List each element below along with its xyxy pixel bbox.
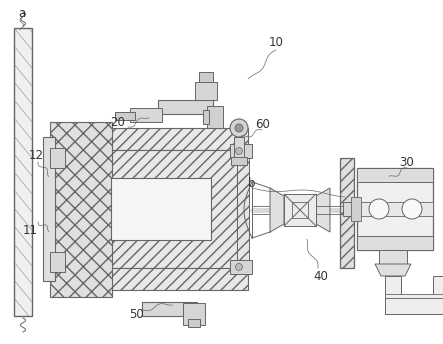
Bar — [357, 168, 433, 250]
Text: 30: 30 — [400, 155, 414, 169]
Text: 60: 60 — [256, 118, 270, 130]
Text: 40: 40 — [314, 269, 328, 282]
Text: a: a — [18, 7, 26, 20]
Bar — [158, 100, 213, 114]
Bar — [351, 197, 361, 221]
Circle shape — [369, 199, 389, 219]
Polygon shape — [375, 264, 411, 276]
Bar — [115, 112, 135, 120]
Bar — [234, 137, 244, 157]
Bar — [130, 108, 162, 122]
Circle shape — [236, 148, 242, 154]
Bar — [357, 236, 433, 250]
Circle shape — [235, 124, 243, 132]
Bar — [183, 303, 205, 325]
Bar — [343, 202, 359, 216]
Bar — [50, 122, 112, 297]
Bar — [357, 168, 433, 182]
Circle shape — [236, 264, 242, 270]
Bar — [14, 28, 32, 316]
Bar — [379, 250, 407, 264]
Bar — [230, 144, 252, 158]
Bar — [231, 157, 247, 165]
Text: 20: 20 — [111, 116, 125, 129]
Polygon shape — [316, 188, 330, 232]
Bar — [100, 128, 248, 150]
Bar — [385, 298, 443, 314]
Bar — [340, 158, 354, 268]
Bar — [142, 302, 197, 316]
Bar — [207, 106, 223, 128]
Bar — [50, 148, 65, 168]
Bar — [195, 82, 217, 100]
Bar — [385, 294, 443, 298]
Bar — [50, 252, 65, 272]
Bar — [100, 268, 248, 290]
Bar — [385, 276, 401, 302]
Bar — [357, 202, 433, 216]
Text: 12: 12 — [28, 149, 43, 161]
Circle shape — [402, 199, 422, 219]
Bar — [111, 178, 211, 240]
Bar — [230, 260, 252, 274]
Bar — [111, 150, 237, 268]
Polygon shape — [270, 188, 284, 232]
Bar — [199, 72, 213, 82]
Text: 10: 10 — [268, 35, 284, 49]
Text: 11: 11 — [23, 224, 38, 237]
Bar — [292, 202, 308, 218]
Bar — [188, 319, 200, 327]
Bar — [237, 148, 249, 270]
Bar — [433, 276, 443, 314]
Bar — [284, 194, 316, 226]
Circle shape — [230, 119, 248, 137]
Bar — [43, 137, 55, 281]
Text: 50: 50 — [130, 308, 144, 321]
Text: b: b — [248, 176, 256, 190]
Bar — [203, 110, 209, 124]
